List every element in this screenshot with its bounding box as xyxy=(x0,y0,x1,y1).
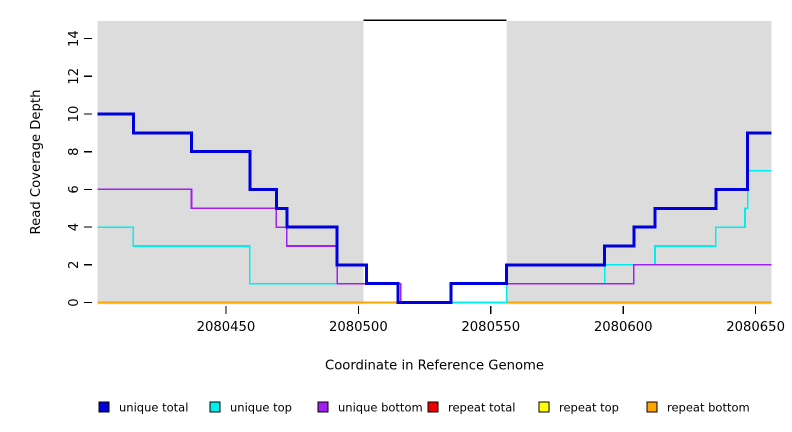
y-axis-tick-label: 6 xyxy=(67,185,82,193)
legend: unique total unique top unique bottom repea… xyxy=(98,401,750,415)
x-axis-tick-label: 2080500 xyxy=(329,320,388,335)
shaded-region xyxy=(97,21,364,305)
legend-swatch-repeat-top xyxy=(538,401,550,413)
masked-region xyxy=(363,21,507,305)
y-axis-tick-label: 14 xyxy=(67,30,82,47)
legend-label-repeat-total: repeat total xyxy=(448,401,515,415)
legend-label-unique-bottom: unique bottom xyxy=(338,401,423,415)
legend-swatch-unique-total xyxy=(98,401,110,413)
y-axis-tick-label: 4 xyxy=(67,223,82,231)
y-axis-tick-label: 2 xyxy=(67,261,82,269)
y-axis-title: Read Coverage Depth xyxy=(29,90,44,235)
x-axis-title: Coordinate in Reference Genome xyxy=(325,359,544,374)
legend-swatch-unique-top xyxy=(209,401,221,413)
x-axis-tick-label: 2080600 xyxy=(594,320,653,335)
legend-label-repeat-bottom: repeat bottom xyxy=(667,401,750,415)
legend-swatch-repeat-total xyxy=(427,401,439,413)
y-axis-tick-label: 8 xyxy=(67,148,82,156)
y-axis-tick-label: 12 xyxy=(67,68,82,85)
x-axis-tick-label: 2080650 xyxy=(726,320,785,335)
x-axis-tick-label: 2080450 xyxy=(197,320,256,335)
axis-layer: 2080450 2080500 2080550 2080600 2080650 0 2 4 6 8… xyxy=(67,30,785,335)
legend-label-repeat-top: repeat top xyxy=(559,401,619,415)
plot-background-layer xyxy=(97,19,772,305)
y-axis-tick-label: 10 xyxy=(67,106,82,123)
y-axis-tick-label: 0 xyxy=(67,298,82,306)
series-line-unique-total xyxy=(97,112,772,304)
legend-swatch-unique-bottom xyxy=(317,401,329,413)
legend-label-unique-total: unique total xyxy=(119,401,188,415)
shaded-region xyxy=(506,21,772,305)
legend-swatch-repeat-bottom xyxy=(646,401,658,413)
legend-label-unique-top: unique top xyxy=(230,401,292,415)
x-axis-tick-label: 2080550 xyxy=(461,320,520,335)
series-line-unique-top xyxy=(97,169,772,304)
series-layer xyxy=(97,112,772,304)
